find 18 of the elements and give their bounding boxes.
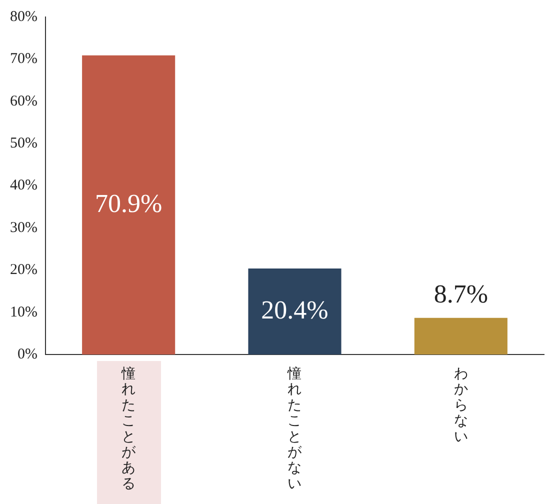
bar (414, 318, 508, 355)
x-tick-label: 憧れたことがある (120, 366, 137, 492)
data-label: 70.9% (94, 188, 162, 218)
y-tick-label: 70% (10, 51, 38, 68)
x-tick-label: わからない (454, 366, 468, 445)
y-tick-label: 30% (10, 220, 38, 236)
data-label: 8.7% (434, 280, 488, 309)
data-label: 20.4% (261, 295, 328, 324)
y-tick-label: 40% (10, 178, 38, 194)
y-tick-label: 0% (17, 346, 38, 362)
y-tick-label: 80% (10, 8, 38, 25)
y-tick-label: 20% (10, 262, 38, 278)
y-tick-label: 50% (10, 136, 38, 152)
x-tick-label: 憧れたことがない (286, 366, 303, 492)
bar (248, 268, 342, 355)
bar (82, 55, 176, 355)
y-tick-label: 60% (10, 93, 38, 110)
y-tick-label: 10% (10, 304, 38, 320)
